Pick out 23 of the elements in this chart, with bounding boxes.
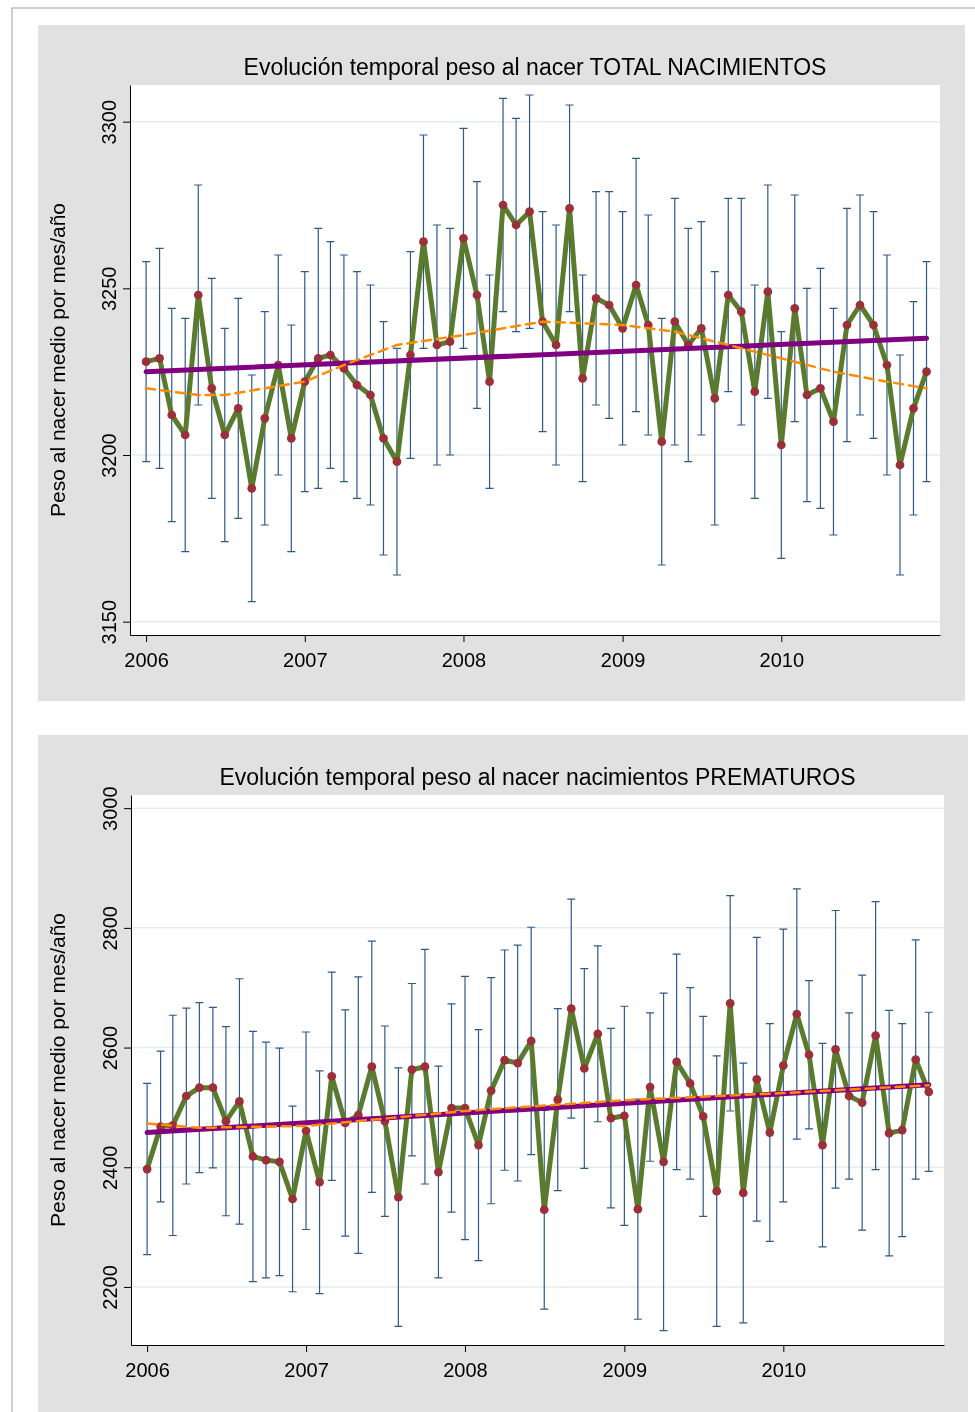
y-tick-label: 3200: [98, 433, 120, 478]
chart-title: Evolución temporal peso al nacer nacimientos PREMATUROS: [219, 764, 856, 790]
y-tick-label: 3250: [98, 266, 120, 312]
y-tick-label: 3300: [98, 99, 120, 145]
y-axis-title: Peso al nacer medio por mes/año: [46, 912, 69, 1228]
y-tick-label: 3150: [98, 599, 120, 645]
y-tick-label: 2800: [99, 906, 121, 951]
y-tick-label: 2600: [99, 1025, 121, 1071]
x-tick-label: 2009: [602, 1359, 648, 1381]
x-tick-label: 2006: [124, 649, 169, 671]
x-tick-label: 2009: [600, 649, 646, 671]
x-tick-label: 2008: [443, 1359, 488, 1381]
x-tick-label: 2010: [759, 649, 805, 671]
x-tick-label: 2007: [284, 1359, 329, 1381]
x-tick-label: 2006: [125, 1359, 170, 1381]
x-tick-label: 2008: [441, 649, 487, 671]
y-tick-label: 3000: [99, 786, 121, 831]
x-tick-label: 2010: [761, 1359, 807, 1381]
x-tick-label: 2007: [283, 649, 328, 671]
y-tick-label: 2200: [99, 1265, 121, 1310]
chart-title: Evolución temporal peso al nacer TOTAL NACIMIENTOS: [243, 54, 827, 80]
y-tick-label: 2400: [99, 1145, 121, 1190]
y-axis-title: Peso al nacer medio por mes/año: [46, 202, 69, 518]
